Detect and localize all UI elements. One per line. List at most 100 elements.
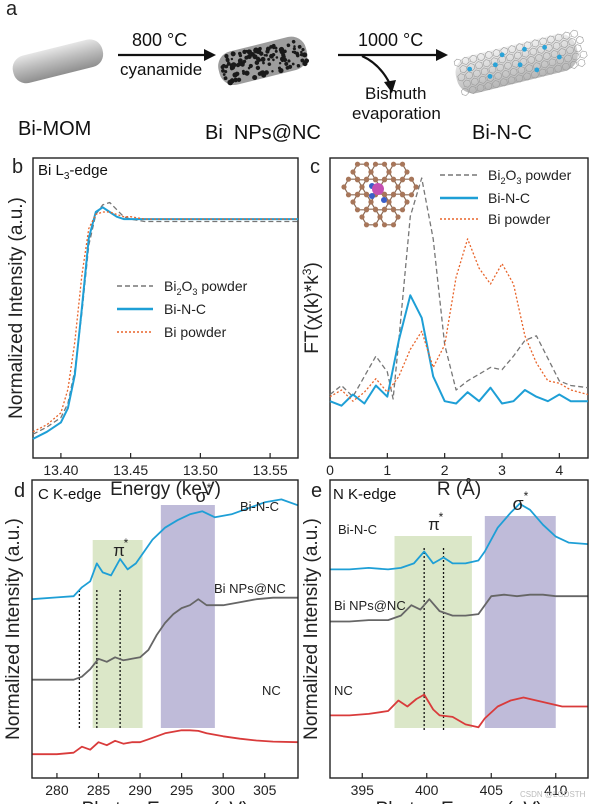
series-line-bi2o3-powder — [329, 177, 589, 400]
series-label: NC — [262, 683, 281, 698]
pi-star-asterisk: * — [439, 510, 444, 524]
plot-frame-e — [329, 479, 589, 779]
carbon-atom — [399, 161, 406, 167]
carbon-atom — [363, 176, 370, 182]
carbon-atom — [368, 169, 374, 175]
schematic-graphics — [12, 29, 588, 96]
carbon-atom — [395, 184, 401, 190]
panel-d-edge-label: C K-edge — [38, 486, 102, 503]
sigma-star-label: σ — [512, 494, 523, 514]
x-tick-label-c: 2 — [441, 462, 449, 478]
step2-note-line2: evaporation — [352, 104, 441, 123]
pi-star-label: π — [113, 541, 125, 560]
carbon-atom — [372, 222, 379, 228]
plot-frame-c — [329, 157, 589, 459]
sigma-star-asterisk: * — [524, 489, 529, 503]
carbon-atom — [354, 161, 361, 167]
panel-letter-d: d — [14, 480, 26, 502]
x-axis-label-d: Photon Energy (eV) — [82, 799, 249, 804]
carbon-atom — [359, 184, 365, 190]
arrow-step2 — [338, 49, 448, 93]
x-tick-label-e: 405 — [480, 782, 504, 798]
carbon-atom — [345, 192, 352, 198]
x-tick-label-b: 13.45 — [113, 462, 148, 478]
series-line-bi-n-c — [31, 498, 299, 601]
series-line-bi-n-c — [330, 502, 589, 571]
step2-temperature: 1000 °C — [358, 30, 424, 50]
carbon-atom — [363, 161, 370, 167]
chart-c: 0 1 2 3 4 R (Å) FT(χ(k)*k3) Bi2O3 powder Bi-N-C B… — [300, 157, 589, 500]
carbon-atom — [404, 169, 410, 175]
panel-letter-e: e — [311, 480, 323, 502]
carbon-atom — [399, 207, 406, 213]
bismuth-atom — [372, 183, 384, 195]
carbon-atom — [372, 176, 379, 182]
series-line-bi-powder — [32, 211, 298, 433]
carbon-atom — [354, 176, 361, 182]
carbon-atom — [368, 199, 374, 205]
series-label: NC — [334, 683, 353, 698]
carbon-atom — [381, 222, 388, 228]
x-axis-label-e: Photon Energy (eV) — [376, 799, 543, 804]
graphene-ring — [361, 208, 381, 226]
x-axis-label-c: R (Å) — [437, 479, 481, 500]
legend-label: Bi-N-C — [164, 301, 206, 317]
carbon-atom — [390, 161, 397, 167]
x-tick-label-d: 290 — [128, 782, 152, 798]
pi-star-label: π — [428, 515, 440, 534]
carbon-atom — [390, 206, 397, 212]
carbon-atom — [408, 176, 415, 182]
series-line-bi-n-c — [329, 294, 588, 407]
label-bi-nps-nc: Bi NPs@NC — [205, 122, 321, 144]
series-label: Bi NPs@NC — [334, 598, 406, 613]
pi-star-region — [394, 536, 472, 728]
panel-e-edge-label: N K-edge — [333, 486, 397, 503]
series-line-bi-nps-nc — [32, 596, 298, 681]
x-tick-label-b: 13.40 — [43, 462, 78, 478]
carbon-atom — [354, 191, 361, 197]
carbon-atom — [413, 184, 419, 190]
x-tick-label-c: 3 — [498, 462, 506, 478]
carbon-atom — [386, 199, 392, 205]
series-line-bi-n-c — [32, 206, 298, 440]
series-line-nc — [32, 729, 299, 756]
series-label: Bi-N-C — [338, 522, 377, 537]
bi-mom-rod — [12, 39, 104, 84]
x-tick-label-d: 300 — [212, 782, 236, 798]
x-tick-label-e: 395 — [351, 782, 375, 798]
step1-temperature: 800 °C — [132, 30, 188, 50]
carbon-atom — [399, 191, 406, 197]
x-tick-label-e: 400 — [415, 782, 439, 798]
carbon-atom — [363, 191, 370, 197]
carbon-atom — [390, 176, 397, 182]
carbon-atom — [390, 222, 397, 228]
carbon-atom — [395, 214, 401, 220]
graphene-ring — [379, 208, 399, 226]
carbon-atom — [399, 176, 406, 182]
arrow-step1 — [118, 49, 216, 61]
x-tick-label-d: 285 — [87, 782, 111, 798]
bi-n-c-rod — [453, 29, 588, 96]
y-axis-label-e: Normalized Intensity (a.u.) — [301, 518, 322, 740]
carbon-atom — [363, 222, 370, 228]
molecular-structure-inset — [341, 161, 419, 228]
bi-nps-nc-rod — [218, 36, 310, 86]
x-tick-label-e: 410 — [544, 782, 568, 798]
panel-letter-b: b — [12, 156, 24, 178]
chart-d: 280 285 290 295 300 305 Photon Energy (eV) Norm… — [3, 479, 299, 804]
carbon-atom — [381, 191, 388, 197]
chart-b: 13.40 13.45 13.50 13.55 Energy (keV) Normaliz… — [6, 157, 299, 500]
legend-label: Bi2O3 powder — [488, 167, 572, 186]
carbon-atom — [381, 176, 388, 182]
step1-reagent: cyanamide — [120, 60, 203, 79]
carbon-atom — [345, 176, 352, 182]
carbon-atom — [372, 161, 379, 167]
carbon-atom — [350, 199, 356, 205]
sigma-star-asterisk: * — [207, 481, 212, 495]
legend-label: Bi powder — [164, 324, 227, 340]
carbon-atom — [372, 206, 379, 212]
series-label: Bi NPs@NC — [214, 581, 286, 596]
label-bi-n-c: Bi-N-C — [472, 122, 532, 144]
panel-letter-a: a — [6, 0, 18, 20]
